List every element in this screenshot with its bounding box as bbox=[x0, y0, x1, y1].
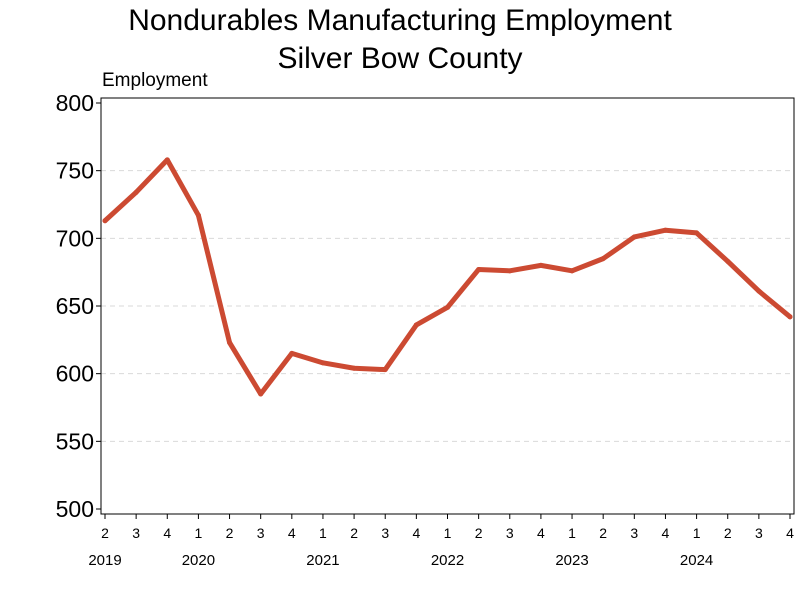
data-point bbox=[382, 367, 388, 373]
x-tick-label: 2 bbox=[101, 525, 109, 541]
x-year-label: 2020 bbox=[182, 552, 215, 569]
data-point bbox=[413, 322, 419, 328]
data-point bbox=[445, 304, 450, 310]
data-point bbox=[195, 212, 201, 218]
x-tick-label: 4 bbox=[662, 525, 670, 541]
x-year-label: 2021 bbox=[306, 552, 339, 569]
data-point bbox=[102, 218, 108, 224]
data-point bbox=[787, 314, 793, 320]
y-tick-label: 600 bbox=[56, 361, 94, 387]
y-tick-label: 800 bbox=[56, 90, 94, 116]
x-tick-label: 2 bbox=[475, 525, 483, 541]
x-tick-label: 3 bbox=[506, 525, 514, 541]
y-tick-label: 650 bbox=[56, 293, 94, 319]
x-tick-label: 1 bbox=[195, 525, 203, 541]
x-tick-label: 4 bbox=[412, 525, 420, 541]
x-tick-label: 4 bbox=[288, 525, 296, 541]
x-tick-label: 3 bbox=[755, 525, 763, 541]
data-point bbox=[538, 262, 544, 268]
data-point bbox=[569, 268, 575, 274]
data-point bbox=[507, 268, 513, 274]
data-point bbox=[227, 340, 233, 346]
data-point bbox=[600, 256, 606, 262]
data-point bbox=[694, 230, 700, 236]
series-layer bbox=[102, 157, 793, 397]
x-year-label: 2019 bbox=[88, 552, 121, 569]
x-tick-label: 3 bbox=[630, 525, 638, 541]
x-tick-label: 2 bbox=[350, 525, 358, 541]
x-year-label: 2023 bbox=[555, 552, 588, 569]
data-point bbox=[164, 157, 170, 163]
x-tick-label: 2 bbox=[599, 525, 607, 541]
y-axis: 500 550 600 650 700 750 800 bbox=[56, 90, 101, 522]
data-point bbox=[289, 350, 295, 356]
x-tick-label: 4 bbox=[163, 525, 171, 541]
x-axis: 2 3 4 1 2 3 4 1 2 3 4 1 2 3 4 1 2 3 4 1 2 3 4 2019 2020 2021 2022 2… bbox=[88, 514, 794, 569]
x-tick-label: 1 bbox=[444, 525, 452, 541]
x-tick-label: 3 bbox=[132, 525, 140, 541]
y-tick-label: 700 bbox=[56, 225, 94, 251]
x-tick-label: 1 bbox=[693, 525, 701, 541]
data-point bbox=[133, 189, 139, 195]
data-point bbox=[725, 258, 731, 264]
y-axis-label: Employment bbox=[102, 70, 208, 91]
data-point bbox=[756, 288, 762, 294]
data-point bbox=[631, 234, 637, 240]
x-tick-label: 4 bbox=[537, 525, 545, 541]
x-tick-label: 1 bbox=[568, 525, 576, 541]
chart-subtitle: Silver Bow County bbox=[277, 42, 522, 75]
y-tick-label: 500 bbox=[56, 496, 94, 522]
y-tick-label: 550 bbox=[56, 428, 94, 454]
data-point bbox=[258, 391, 264, 397]
x-tick-label: 3 bbox=[257, 525, 265, 541]
x-tick-label: 2 bbox=[724, 525, 732, 541]
y-tick-label: 750 bbox=[56, 158, 94, 184]
x-tick-label: 2 bbox=[226, 525, 234, 541]
data-point bbox=[476, 266, 482, 272]
x-tick-label: 4 bbox=[786, 525, 794, 541]
series-line bbox=[102, 157, 793, 397]
x-year-label: 2024 bbox=[680, 552, 713, 569]
data-point bbox=[351, 365, 357, 371]
data-point bbox=[320, 360, 326, 366]
x-year-label: 2022 bbox=[431, 552, 464, 569]
chart-title: Nondurables Manufacturing Employment bbox=[128, 4, 672, 37]
x-tick-label: 1 bbox=[319, 525, 327, 541]
x-tick-label: 3 bbox=[381, 525, 389, 541]
data-point bbox=[662, 227, 668, 233]
